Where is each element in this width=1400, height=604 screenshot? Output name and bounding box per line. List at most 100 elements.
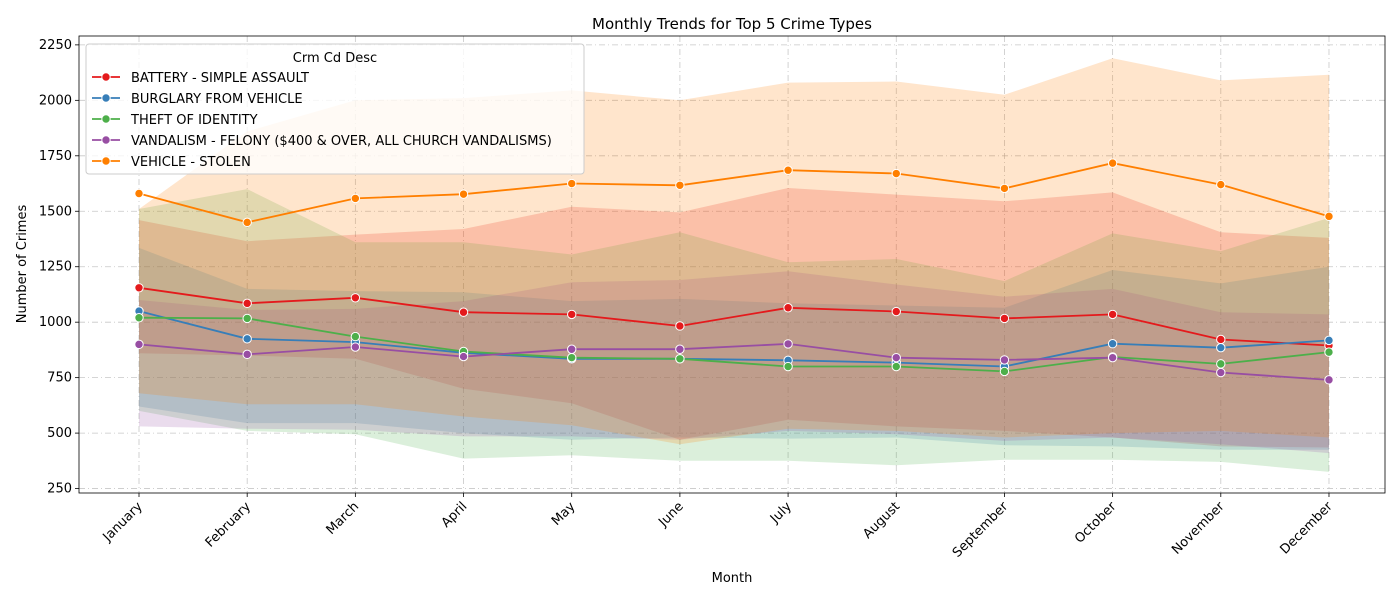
series-1-ci-band [139, 247, 1329, 450]
series-1-point-1 [242, 334, 252, 344]
legend-marker-3 [101, 135, 111, 145]
series-3-point-0 [134, 339, 144, 350]
series-3-line [138, 342, 1330, 381]
series-0-point-6 [783, 303, 793, 313]
x-tick-label-may: May [549, 499, 579, 529]
y-tick-label-0: 250 [47, 482, 72, 497]
chart-title: Monthly Trends for Top 5 Crime Types [592, 15, 872, 33]
series-0-point-8 [999, 313, 1010, 324]
series-1-point-9 [1107, 338, 1118, 349]
legend-marker-4 [101, 156, 111, 166]
series-4-point-6 [783, 165, 793, 175]
series-2-line [138, 316, 1330, 373]
point-layer [134, 158, 1334, 385]
line-layer [138, 162, 1330, 381]
series-3-point-8 [999, 355, 1010, 365]
y-tick-label-2: 750 [47, 371, 72, 386]
series-4-line [138, 162, 1330, 224]
x-tick-label-august: August [860, 499, 903, 542]
y-tick-label-1: 500 [47, 426, 72, 441]
legend-label-1: BURGLARY FROM VEHICLE [131, 92, 303, 107]
y-axis-ticks: 250 500 750 1000 1250 1500 1750 2000 2250 [39, 38, 79, 497]
legend-title: Crm Cd Desc [293, 51, 377, 66]
x-tick-label-april: April [439, 499, 471, 531]
series-3-point-10 [1216, 367, 1226, 378]
series-3-point-1 [242, 349, 252, 360]
series-0-line [138, 286, 1330, 347]
series-0-point-10 [1216, 334, 1226, 345]
x-tick-label-february: February [203, 499, 255, 551]
y-tick-label-4: 1250 [39, 260, 72, 275]
series-2-point-6 [783, 361, 793, 372]
series-4-point-3 [458, 189, 469, 199]
x-axis-label: Month [712, 571, 753, 586]
series-2-point-8 [999, 366, 1010, 377]
x-tick-label-july: July [767, 499, 795, 527]
plot-frame [78, 35, 1386, 494]
series-3-point-9 [1107, 352, 1118, 363]
y-axis-label: Number of Crimes [15, 205, 30, 324]
series-0-point-1 [242, 298, 252, 309]
series-3-point-6 [783, 339, 793, 349]
series-3-point-2 [350, 342, 361, 352]
x-tick-label-january: January [100, 499, 146, 545]
legend-marker-1 [101, 93, 111, 103]
x-tick-label-december: December [1278, 499, 1337, 558]
y-tick-label-7: 2000 [39, 93, 72, 108]
legend-marker-2 [101, 114, 111, 124]
series-4-point-0 [134, 188, 144, 199]
series-2-point-5 [675, 354, 685, 364]
series-4-point-8 [999, 183, 1010, 194]
legend-label-4: VEHICLE - STOLEN [131, 155, 251, 170]
series-0-point-4 [567, 309, 577, 320]
series-2-point-0 [134, 313, 144, 323]
series-4-point-9 [1107, 158, 1118, 168]
series-3-point-5 [675, 344, 685, 354]
series-0-point-5 [675, 321, 685, 331]
series-4-point-1 [242, 217, 252, 228]
series-1-point-11 [1324, 335, 1334, 346]
y-tick-label-6: 1750 [39, 149, 72, 164]
series-1-point-10 [1216, 342, 1226, 353]
series-3-point-4 [567, 344, 577, 354]
series-0-point-9 [1107, 309, 1118, 320]
series-1-line [138, 310, 1330, 368]
series-4-point-10 [1216, 179, 1226, 190]
series-2-point-11 [1324, 347, 1334, 357]
series-2-point-4 [567, 352, 577, 363]
legend-box [85, 43, 585, 175]
x-tick-label-october: October [1072, 499, 1120, 547]
series-3-point-11 [1324, 375, 1334, 385]
y-tick-label-8: 2250 [39, 38, 72, 53]
legend-marker-0 [101, 72, 111, 82]
x-axis-ticks: January February March April May June July Augu… [100, 493, 1337, 561]
series-3-point-7 [891, 352, 901, 363]
x-tick-label-november: November [1169, 499, 1228, 558]
series-4-point-4 [567, 178, 577, 189]
y-tick-label-5: 1500 [39, 204, 72, 219]
series-2-point-10 [1216, 359, 1226, 369]
series-2-point-7 [891, 361, 901, 372]
series-0-point-3 [458, 307, 469, 317]
legend: Crm Cd Desc BATTERY - SIMPLE ASSAULT BURG… [85, 43, 585, 175]
series-0-point-0 [134, 283, 144, 293]
series-4-point-11 [1324, 211, 1334, 222]
series-4-point-7 [891, 168, 901, 179]
series-2-point-2 [350, 331, 361, 342]
series-3-point-3 [458, 351, 469, 362]
legend-label-3: VANDALISM - FELONY ($400 & OVER, ALL CHU… [131, 134, 552, 149]
y-tick-label-3: 1000 [39, 315, 72, 330]
series-4-point-5 [675, 180, 685, 191]
series-0-point-7 [891, 306, 901, 317]
legend-label-0: BATTERY - SIMPLE ASSAULT [131, 71, 309, 86]
legend-label-2: THEFT OF IDENTITY [130, 113, 258, 128]
x-tick-label-september: September [950, 499, 1012, 561]
series-0-point-2 [350, 293, 361, 303]
series-2-ci-band [139, 189, 1329, 472]
series-4-point-2 [350, 193, 361, 204]
x-tick-label-march: March [324, 499, 363, 538]
series-2-point-1 [242, 313, 252, 324]
x-tick-label-june: June [655, 499, 686, 530]
